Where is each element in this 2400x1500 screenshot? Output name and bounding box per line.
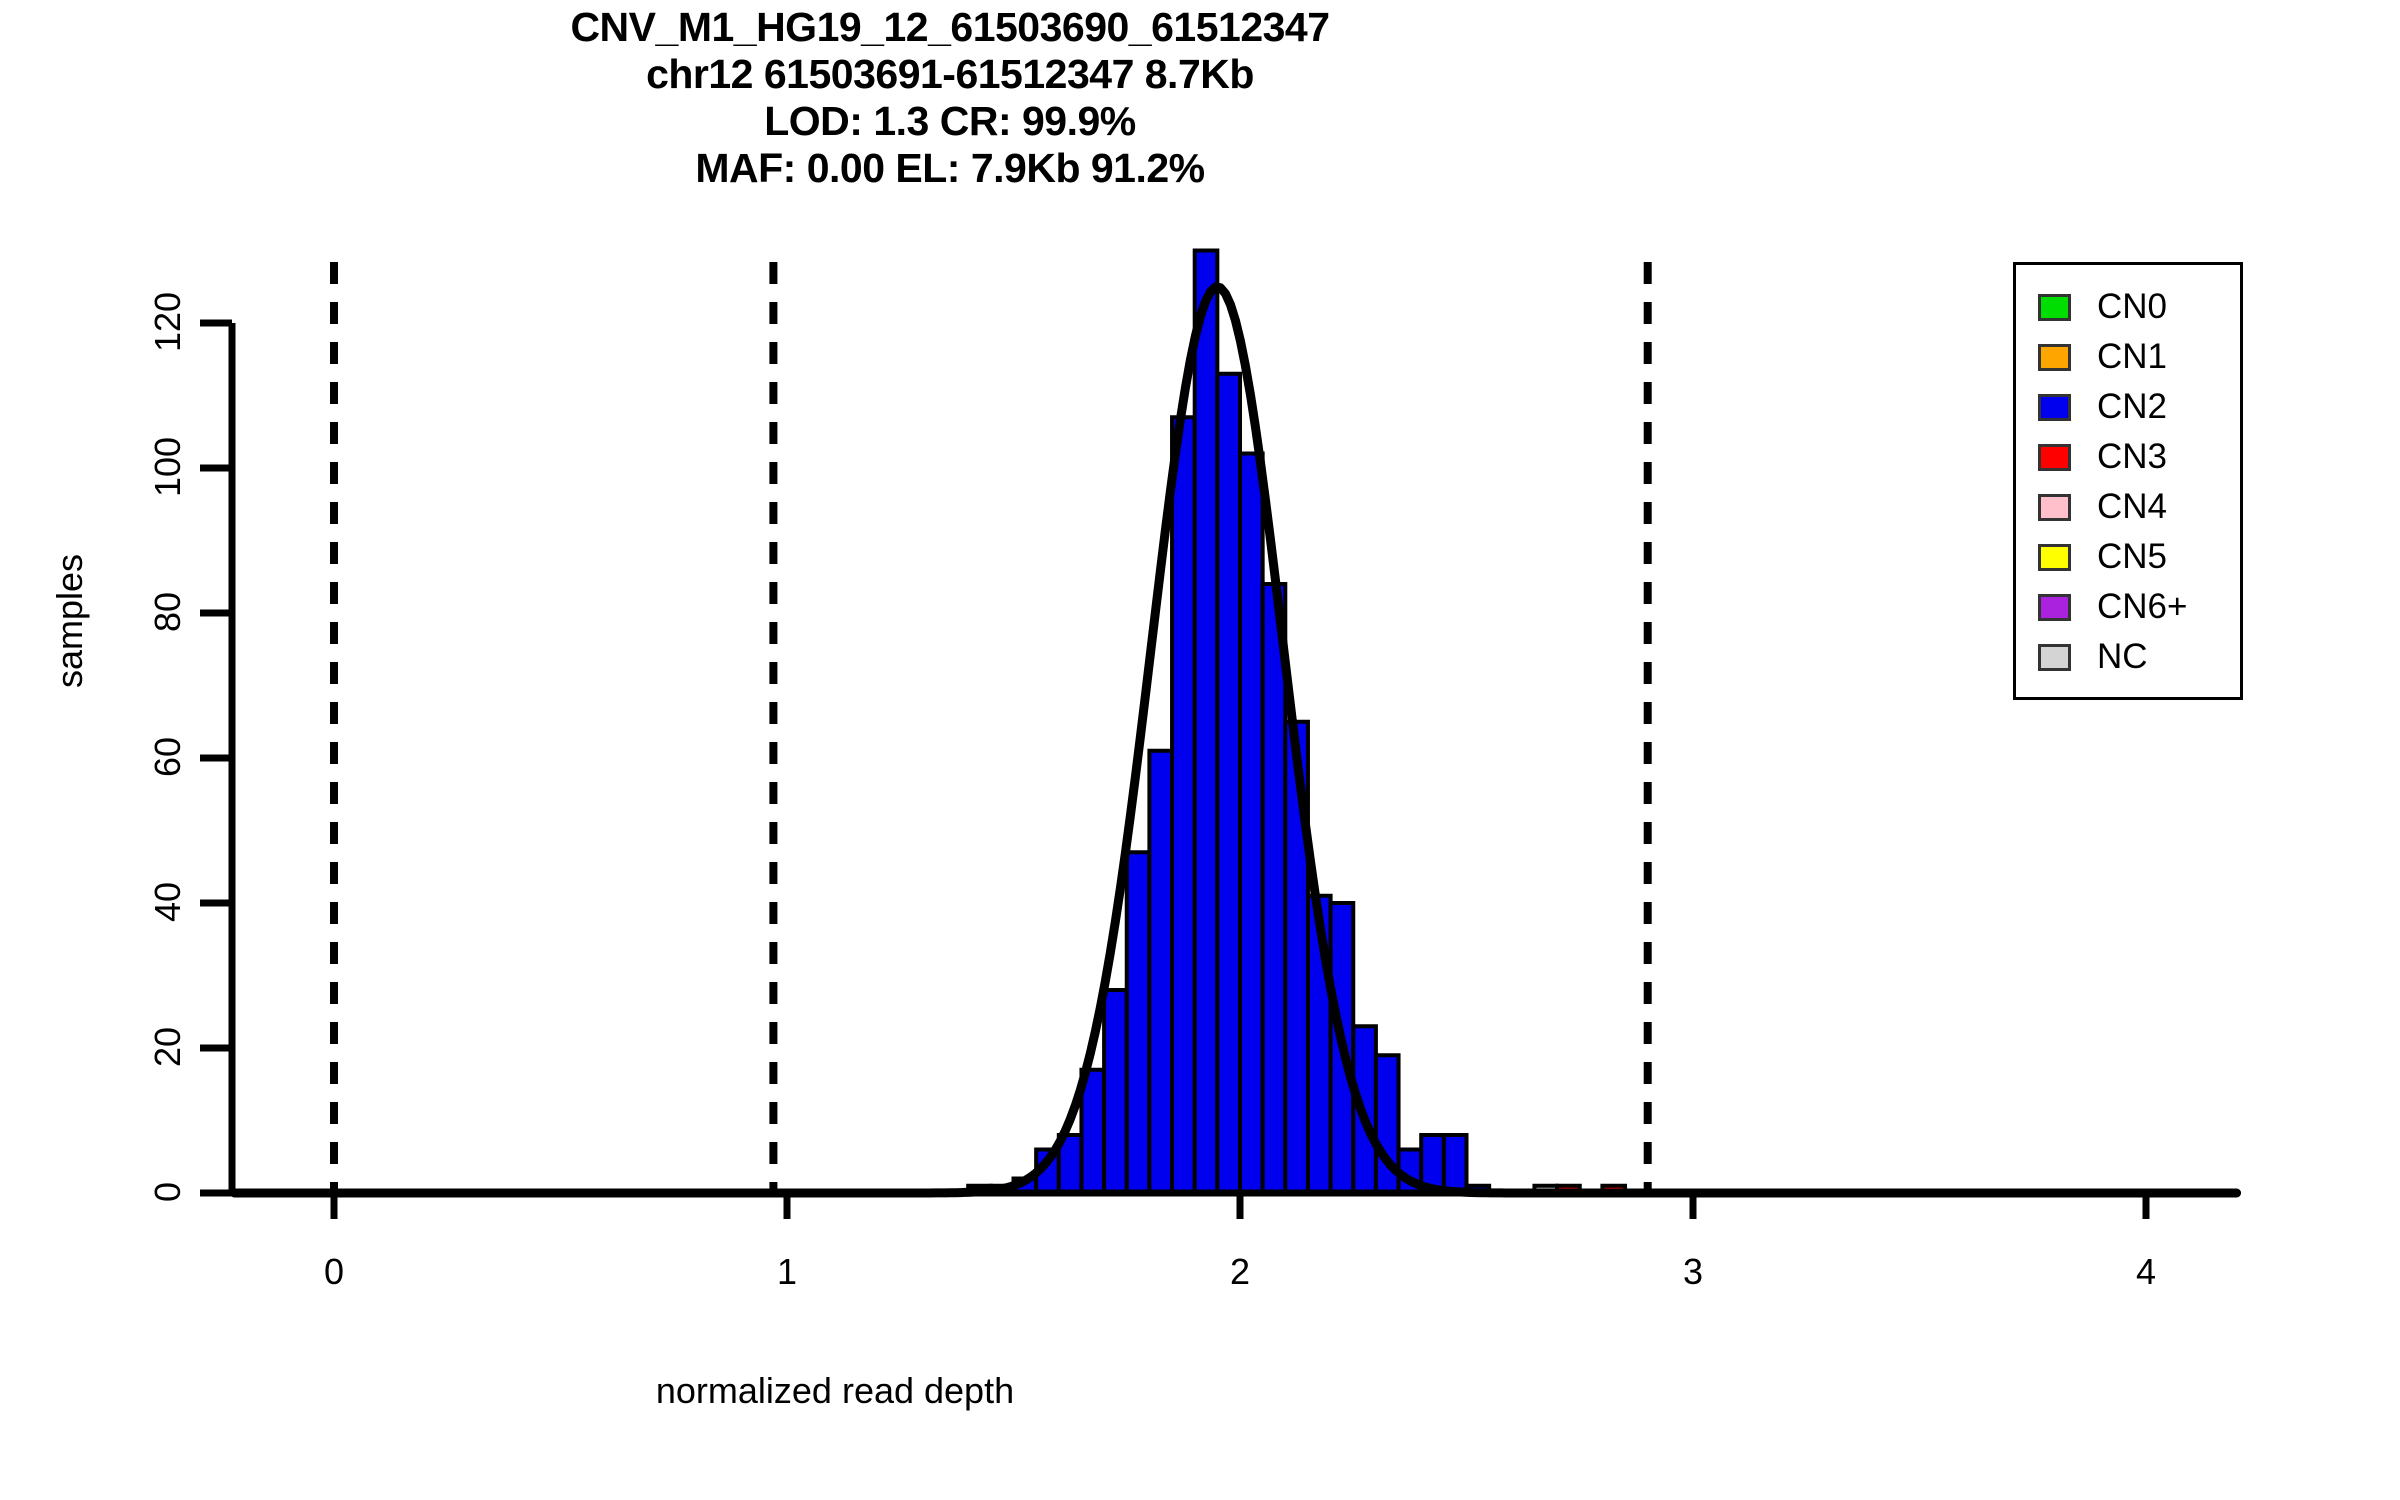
histogram-bar: [1147, 748, 1175, 1195]
chart-title: CNV_M1_HG19_12_61503690_61512347 chr12 6…: [0, 4, 1900, 192]
legend-item-label: CN1: [2097, 337, 2168, 376]
title-line-2: chr12 61503691-61512347 8.7Kb: [646, 51, 1254, 97]
title-line-3: LOD: 1.3 CR: 99.9%: [764, 98, 1136, 144]
title-line-1: CNV_M1_HG19_12_61503690_61512347: [570, 4, 1330, 50]
histogram-bar: [1102, 988, 1129, 1195]
y-axis-tick-label: 0: [147, 1181, 188, 1203]
legend-item-cn6plus[interactable]: CN6+: [2038, 587, 2187, 627]
title-line-4: MAF: 0.00 EL: 7.9Kb 91.2%: [695, 145, 1205, 191]
histogram-bar: [1238, 451, 1265, 1195]
x-axis-tick-label: 2: [1229, 1251, 1251, 1292]
legend-swatch-icon: [2038, 443, 2071, 471]
legend-swatch-icon: [2038, 293, 2071, 321]
legend-item-nc[interactable]: NC: [2038, 637, 2148, 677]
histogram-bar: [1215, 371, 1242, 1195]
legend-item-cn3[interactable]: CN3: [2038, 437, 2167, 477]
legend-swatch-icon: [2038, 643, 2071, 671]
x-axis-tick-label: 1: [776, 1251, 798, 1292]
histogram-bar: [1192, 248, 1220, 1195]
legend-item-label: CN3: [2097, 437, 2168, 476]
histogram-bar: [1260, 582, 1288, 1195]
legend-item-cn0[interactable]: CN0: [2038, 287, 2167, 327]
legend-item-label: CN4: [2097, 487, 2168, 526]
legend-swatch-icon: [2038, 543, 2071, 571]
legend-item-cn2[interactable]: CN2: [2038, 387, 2167, 427]
y-axis-tick-label: 60: [147, 736, 188, 778]
histogram-bar: [1441, 1133, 1469, 1195]
y-axis-tick-label: 120: [147, 291, 188, 353]
y-axis-tick-label: 20: [147, 1026, 188, 1068]
legend-item-label: NC: [2097, 637, 2148, 676]
legend-item-cn5[interactable]: CN5: [2038, 537, 2167, 577]
legend-item-cn4[interactable]: CN4: [2038, 487, 2167, 527]
y-axis-tick-label: 80: [147, 591, 188, 633]
legend-swatch-icon: [2038, 343, 2071, 371]
x-axis-tick-label: 3: [1682, 1251, 1704, 1292]
y-axis-tick-label: 100: [147, 436, 188, 498]
legend-item-label: CN2: [2097, 387, 2168, 426]
histogram-bar: [1124, 850, 1152, 1195]
legend-item-label: CN5: [2097, 537, 2168, 576]
legend-item-label: CN0: [2097, 287, 2168, 326]
x-axis-title: normalized read depth: [655, 1370, 1015, 1411]
y-axis-title: samples: [49, 553, 90, 689]
legend: CN0 CN1 CN2 CN3 CN4 CN5 CN6+ NC: [2013, 262, 2243, 700]
y-axis-tick-label: 40: [147, 881, 188, 923]
legend-item-cn1[interactable]: CN1: [2038, 337, 2167, 377]
legend-swatch-icon: [2038, 593, 2071, 621]
legend-swatch-icon: [2038, 493, 2071, 521]
x-axis-tick-label: 0: [323, 1251, 345, 1292]
x-axis-tick-label: 4: [2135, 1251, 2157, 1292]
histogram-bar: [1170, 415, 1197, 1195]
legend-swatch-icon: [2038, 393, 2071, 421]
legend-item-label: CN6+: [2097, 587, 2188, 626]
